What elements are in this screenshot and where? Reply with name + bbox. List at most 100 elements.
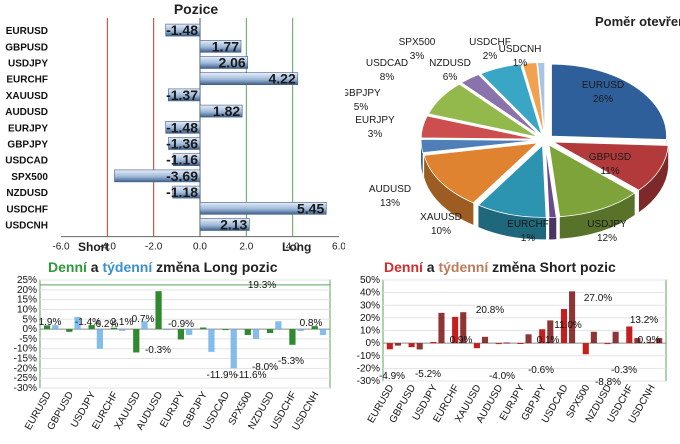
position-value-nzdusd: -1.18 [166,184,198,200]
position-bar-usdcad [172,153,201,166]
pie-label-eurchf: EURCHF [507,219,549,230]
bar-denní-usdchf [289,329,296,345]
position-value-eurchf: 4.22 [269,71,296,87]
position-category-usdcad: USDCAD [5,156,48,167]
position-value-audusd: 1.82 [213,103,240,119]
plot-area [39,279,331,389]
y-tick-label: 0% [23,324,38,335]
data-label: -11.9% [207,370,238,381]
data-label: -8.0% [252,362,278,373]
position-category-gbpusd: GBPUSD [5,42,48,53]
x-tick-label: -4.0 [99,242,117,253]
pie-side-audusd [424,155,474,225]
bar-týdenní-gbpusd [74,316,81,330]
long-title-part-2: týdenní [102,259,153,275]
position-category-xauusd: XAUUSD [6,91,48,102]
pie-percent-audusd: 13% [380,198,400,209]
data-label: 27.0% [584,293,612,304]
data-label: -4.9% [379,371,405,382]
bar-týdenní-usdchf [297,329,304,332]
pie-percent-nzdusd: 6% [443,72,458,83]
short-title-part-0: Denní [384,259,424,275]
bar-týdenní-eurchf [119,329,126,331]
bar-denní-eurchf [452,316,459,344]
bar-týdenní-eurusd [52,325,59,330]
short-title-part-2: týdenní [438,259,489,275]
data-label: 0.1% [537,335,560,346]
pie-label-usdchf: USDCHF [469,37,511,48]
data-label: 11.0% [554,320,582,331]
pie-slice-eurusd [551,63,667,140]
y-tick-label: -5% [19,334,37,345]
pie-percent-xauusd: 10% [431,226,451,237]
data-label: 2.1% [111,317,134,328]
y-tick-label: 30% [360,300,380,311]
y-tick-label: 40% [360,288,380,299]
pie-side-gbpusd [638,145,669,213]
bar-týdenní-eurjpy [186,329,193,335]
y-tick-label: -15% [14,354,37,365]
y-tick-label: 20% [360,313,380,324]
position-category-audusd: AUDUSD [5,107,48,118]
positions-chart-title: Pozice [174,1,219,17]
position-value-eurjpy: -1.48 [166,119,198,135]
y-tick-label: 25% [17,275,37,286]
position-category-eurchf: EURCHF [6,75,48,86]
bar-týdenní-eurjpy [525,334,532,344]
data-label: -4.0% [489,371,515,382]
pie-percent-usdcad: 8% [380,72,395,83]
long-title-part-0: Denní [48,259,88,275]
data-label: -11.6% [236,370,267,381]
short-title-part-3: změna Short pozic [488,259,616,275]
data-label: 0.9% [638,335,661,346]
data-label: -0.3% [611,365,637,376]
bar-týdenní-gbpjpy [208,329,215,352]
position-category-usdchf: USDCHF [6,204,48,215]
position-category-nzdusd: NZDUSD [6,188,48,199]
pie-label-usdcad: USDCAD [366,58,408,69]
bar-denní-gbpusd [408,343,415,348]
data-label: -5.3% [278,356,304,367]
bar-týdenní-usdcad [230,329,237,369]
bar-denní-usdcnh [311,326,318,330]
bar-denní-nzdusd [266,329,274,334]
y-tick-label: 10% [17,304,37,315]
pie-percent-usdchf: 2% [483,51,498,62]
bar-denní-eurjpy [177,329,184,340]
pie-percent-eurjpy: 3% [368,129,383,140]
pie-percent-gbpjpy: 5% [354,102,369,113]
bar-týdenní-usdjpy [96,329,104,349]
bar-týdenní-nzdusd [275,321,282,330]
data-label: 19.3% [248,280,276,291]
pie-title: Poměr otevřených pozic [595,14,680,29]
bar-denní-spx500 [244,329,251,335]
position-bar-usdjpy [199,56,249,69]
bar-týdenní-usdcad [569,291,576,344]
bar-týdenní-gbpjpy [547,320,554,344]
pie-slice-usdchf [522,62,545,135]
pie-slice-xauusd [477,144,547,218]
position-category-usdcnh: USDCNH [5,221,48,232]
pie-title-text: Poměr otevřených pozic [595,14,680,29]
bar-týdenní-eurusd [394,343,401,346]
y-tick-label: -25% [14,373,37,384]
y-tick-label: -10% [14,344,37,355]
bar-týdenní-spx500 [590,331,597,344]
data-label: -1.4% [75,317,101,328]
short-changes-chart: Denní a týdenní změna Short pozic 50% 40%… [357,259,667,426]
position-bar-eurusd [165,23,201,37]
position-bar-gbpjpy [168,137,201,150]
position-category-usdjpy: USDJPY [8,59,48,70]
x-tick-label: 4.0 [286,242,300,253]
pie-label-gbpusd: GBPUSD [589,152,631,163]
bar-denní-gbpusd [66,329,73,332]
long-changes-chart: Denní a týdenní změna Long pozic 25%20%1… [14,259,331,433]
open-positions-pie: EURUSD 26% GBPUSD 11% USDJPY 12% EURCHF 1% XAUUS… [345,14,680,244]
pie-label-eurusd: EURUSD [582,80,624,91]
bar-denní-usdcnh [648,341,655,344]
y-tick-label: 20% [17,285,37,296]
y-tick-label: -10% [357,351,380,362]
pie-slice-usdjpy [548,144,636,218]
pie-percent-eurusd: 26% [593,94,613,105]
data-label: -0.3% [145,345,171,356]
